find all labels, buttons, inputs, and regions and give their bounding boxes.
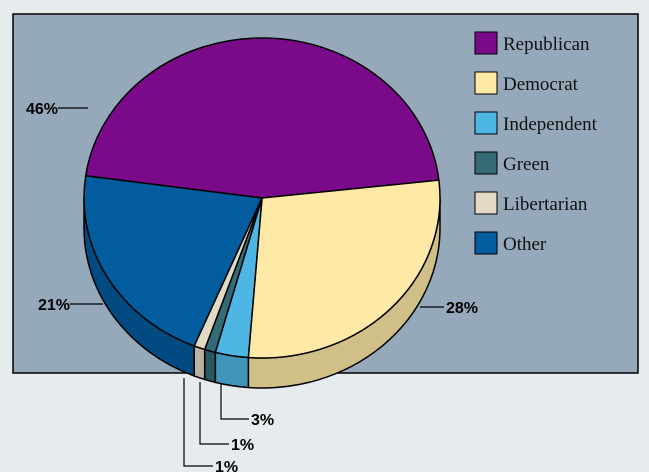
slice-side-green [203,348,217,384]
legend-swatch-republican [474,31,498,55]
legend-swatch-independent [474,111,498,135]
data-label-democrat: 28% [446,300,478,317]
slice-other [83,174,264,347]
leader-line-independent [220,384,249,420]
legend-label-other: Other [503,234,547,255]
legend-swatch-democrat [474,71,498,95]
pie-slices [83,37,441,389]
legend-label-democrat: Democrat [503,74,579,95]
data-label-libertarian: 1% [215,459,238,472]
data-label-republican: 46% [26,101,58,118]
data-labels: 46% 28% 3% 1% 1% 21% [26,101,478,472]
legend-swatch-green [474,151,498,175]
legend: Republican Democrat Independent Green Libert… [474,31,598,255]
data-label-independent: 3% [251,412,274,429]
legend-swatch-libertarian [474,191,498,215]
legend-label-independent: Independent [503,114,598,135]
legend-label-green: Green [503,154,550,175]
data-label-green: 1% [231,437,254,454]
leader-line-green [199,382,229,445]
slice-republican [84,37,440,199]
legend-label-republican: Republican [503,34,590,55]
data-label-other: 21% [38,297,70,314]
slice-democrat [247,179,441,359]
legend-label-libertarian: Libertarian [503,194,588,215]
leader-line-libertarian [183,378,213,467]
legend-swatch-other [474,231,498,255]
slice-side-libertarian [193,344,206,381]
